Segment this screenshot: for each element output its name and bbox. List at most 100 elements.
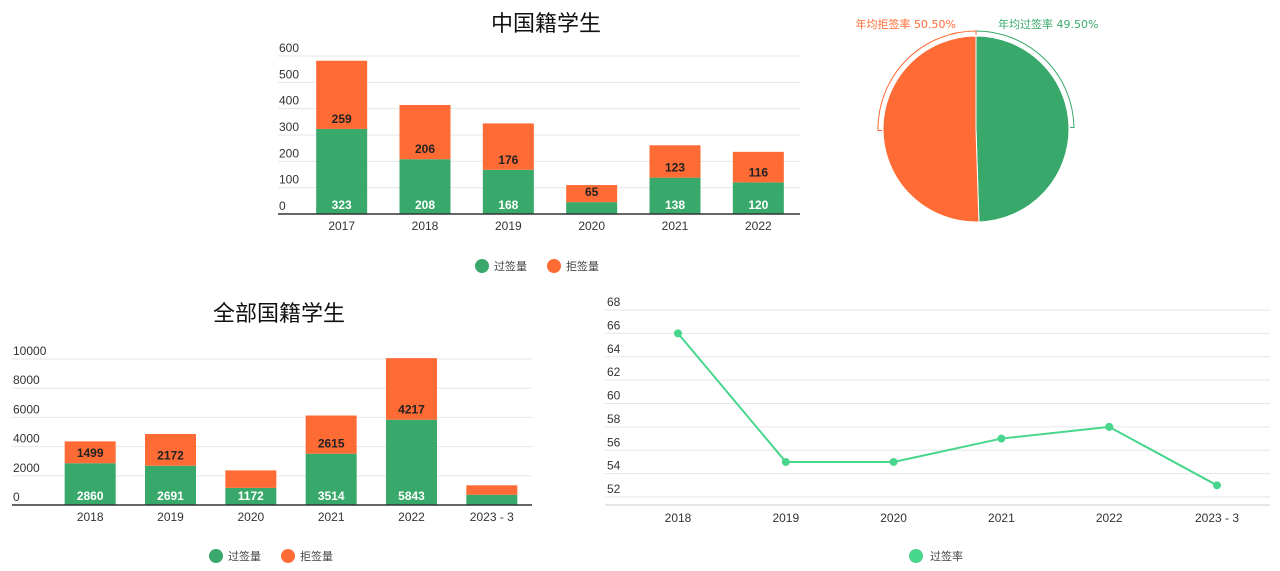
chart3-data-label-approved: 2860: [77, 489, 104, 503]
chart3-bar-rejected: [145, 434, 196, 466]
chart3-legend-label-approved: 过签量: [228, 549, 261, 563]
chart1-title: 中国籍学生: [491, 12, 601, 37]
chart3-data-label-rejected: 4217: [398, 403, 425, 417]
pie-slice-approval-rate: [975, 35, 1070, 223]
chart3-ytick-label: 2000: [13, 461, 40, 475]
chart4-ytick-label: 68: [607, 295, 621, 309]
chart1-data-label-rejected: 176: [498, 153, 518, 167]
chart1-data-label-approved: 138: [665, 198, 685, 212]
chart1-legend-swatch-rejected: [547, 259, 561, 273]
chart3-xtick-label: 2019: [157, 510, 184, 524]
chart1-legend-label-approved: 过签量: [494, 259, 527, 273]
chart4-data-point: [1105, 422, 1114, 431]
chart1-bar-rejected: [649, 145, 701, 178]
chart3-xtick-label: 2023 - 3: [470, 510, 514, 524]
pie-label-approval-rate: 年均过签率 49.50%: [998, 17, 1098, 31]
chart4-ytick-label: 62: [607, 365, 621, 379]
chart3-data-label-approved: 2691: [157, 489, 184, 503]
chart1-ytick-label: 300: [279, 120, 299, 134]
chart3-xtick-label: 2021: [318, 510, 345, 524]
chart1-ytick-label: 500: [279, 67, 299, 81]
chart1-legend-swatch-approved: [475, 259, 489, 273]
chart1-bar-rejected: [316, 60, 368, 129]
chart3-bar-approved: [64, 463, 116, 505]
chart4-xtick-label: 2022: [1096, 511, 1123, 525]
chart1-data-label-approved: 168: [498, 198, 518, 212]
chart3-bar-rejected: [386, 358, 437, 420]
chart1-xtick-label: 2022: [745, 219, 772, 233]
chart1-data-label-rejected: 206: [415, 142, 435, 156]
chart3-data-label-rejected: 2172: [157, 449, 184, 463]
pie-label-rejection-rate: 年均拒签率 50.50%: [856, 17, 956, 31]
chart3-xtick-label: 2022: [398, 510, 425, 524]
chart1-ytick-label: 400: [279, 94, 299, 108]
chart1-bar-approved: [316, 128, 368, 214]
chart3-bar-approved: [386, 419, 437, 505]
chart1-xtick-label: 2021: [662, 219, 689, 233]
chart4-legend-swatch: [909, 549, 923, 563]
chart3-xtick-label: 2020: [237, 510, 264, 524]
chart3-xtick-label: 2018: [77, 510, 104, 524]
chart3-bar-rejected: [64, 441, 116, 464]
chart3-bar-rejected: [466, 485, 518, 495]
pie-slice-rejection-rate-bracket: [877, 30, 977, 132]
chart4-data-point: [1213, 481, 1221, 490]
chart4-ytick-label: 54: [607, 459, 621, 473]
chart4-data-point: [889, 457, 898, 466]
chart1-data-label-rejected: 259: [332, 112, 352, 126]
chart4-ytick-label: 58: [607, 412, 621, 426]
chart3-bar-rejected: [225, 470, 277, 488]
chart1-data-label-rejected: 123: [665, 161, 685, 175]
chart3-ytick-label: 6000: [13, 402, 40, 416]
chart4-series-line: [677, 332, 1218, 487]
chart4-data-point: [781, 457, 790, 466]
chart1-ytick-label: 600: [279, 41, 299, 55]
chart3-data-label-rejected: 2615: [318, 437, 345, 451]
chart1-bar-approved: [482, 169, 534, 214]
chart3-bar-approved: [466, 494, 518, 505]
chart1-bar-approved: [649, 177, 701, 214]
chart4-ytick-label: 60: [607, 389, 621, 403]
chart1-data-label-approved: 323: [332, 198, 352, 212]
chart4-ytick-label: 66: [607, 318, 621, 332]
chart1-xtick-label: 2020: [578, 219, 605, 233]
chart1-bar-rejected: [566, 185, 618, 203]
chart3-ytick-label: 8000: [13, 373, 40, 387]
chart4-data-point: [674, 329, 682, 338]
chart4-ytick-label: 64: [607, 342, 621, 356]
chart4-legend-label: 过签率: [930, 549, 963, 563]
chart1-legend-label-rejected: 拒签量: [566, 259, 599, 273]
chart1-bar-rejected: [482, 123, 534, 170]
chart4-ytick-label: 56: [607, 435, 621, 449]
chart3-bar-approved: [305, 453, 357, 505]
chart1-data-label-approved: 120: [748, 198, 768, 212]
chart1-bar-approved: [732, 182, 784, 214]
chart4-xtick-label: 2020: [880, 511, 907, 525]
chart1-ytick-label: 0: [279, 199, 286, 213]
chart1-bar-approved: [566, 202, 618, 214]
chart4-xtick-label: 2023 - 3: [1195, 511, 1239, 525]
chart3-data-label-approved: 5843: [398, 489, 425, 503]
chart3-bar-approved: [145, 465, 196, 505]
chart3-bar-approved: [225, 487, 277, 505]
chart3-data-label-rejected: 1499: [77, 446, 104, 460]
chart4-xtick-label: 2018: [665, 511, 692, 525]
chart1-xtick-label: 2019: [495, 219, 522, 233]
chart1-data-label-rejected: 116: [749, 165, 769, 179]
chart1-data-label-rejected: 65: [585, 185, 599, 199]
chart4-xtick-label: 2019: [772, 511, 799, 525]
chart1-ytick-label: 100: [279, 173, 299, 187]
chart4-ytick-label: 52: [607, 482, 621, 496]
chart3-ytick-label: 0: [13, 490, 20, 504]
chart1-xtick-label: 2017: [328, 219, 355, 233]
pie-slice-rejection-rate: [882, 35, 980, 223]
pie-slice-approval-rate-bracket: [975, 30, 1075, 129]
chart3-ytick-label: 10000: [13, 344, 47, 358]
chart1-xtick-label: 2018: [412, 219, 439, 233]
chart1-data-label-approved: 208: [415, 198, 435, 212]
chart3-bar-rejected: [305, 415, 357, 454]
chart3-legend-label-rejected: 拒签量: [300, 549, 333, 563]
chart1-bar-rejected: [399, 104, 451, 160]
chart4-data-point: [997, 434, 1006, 443]
